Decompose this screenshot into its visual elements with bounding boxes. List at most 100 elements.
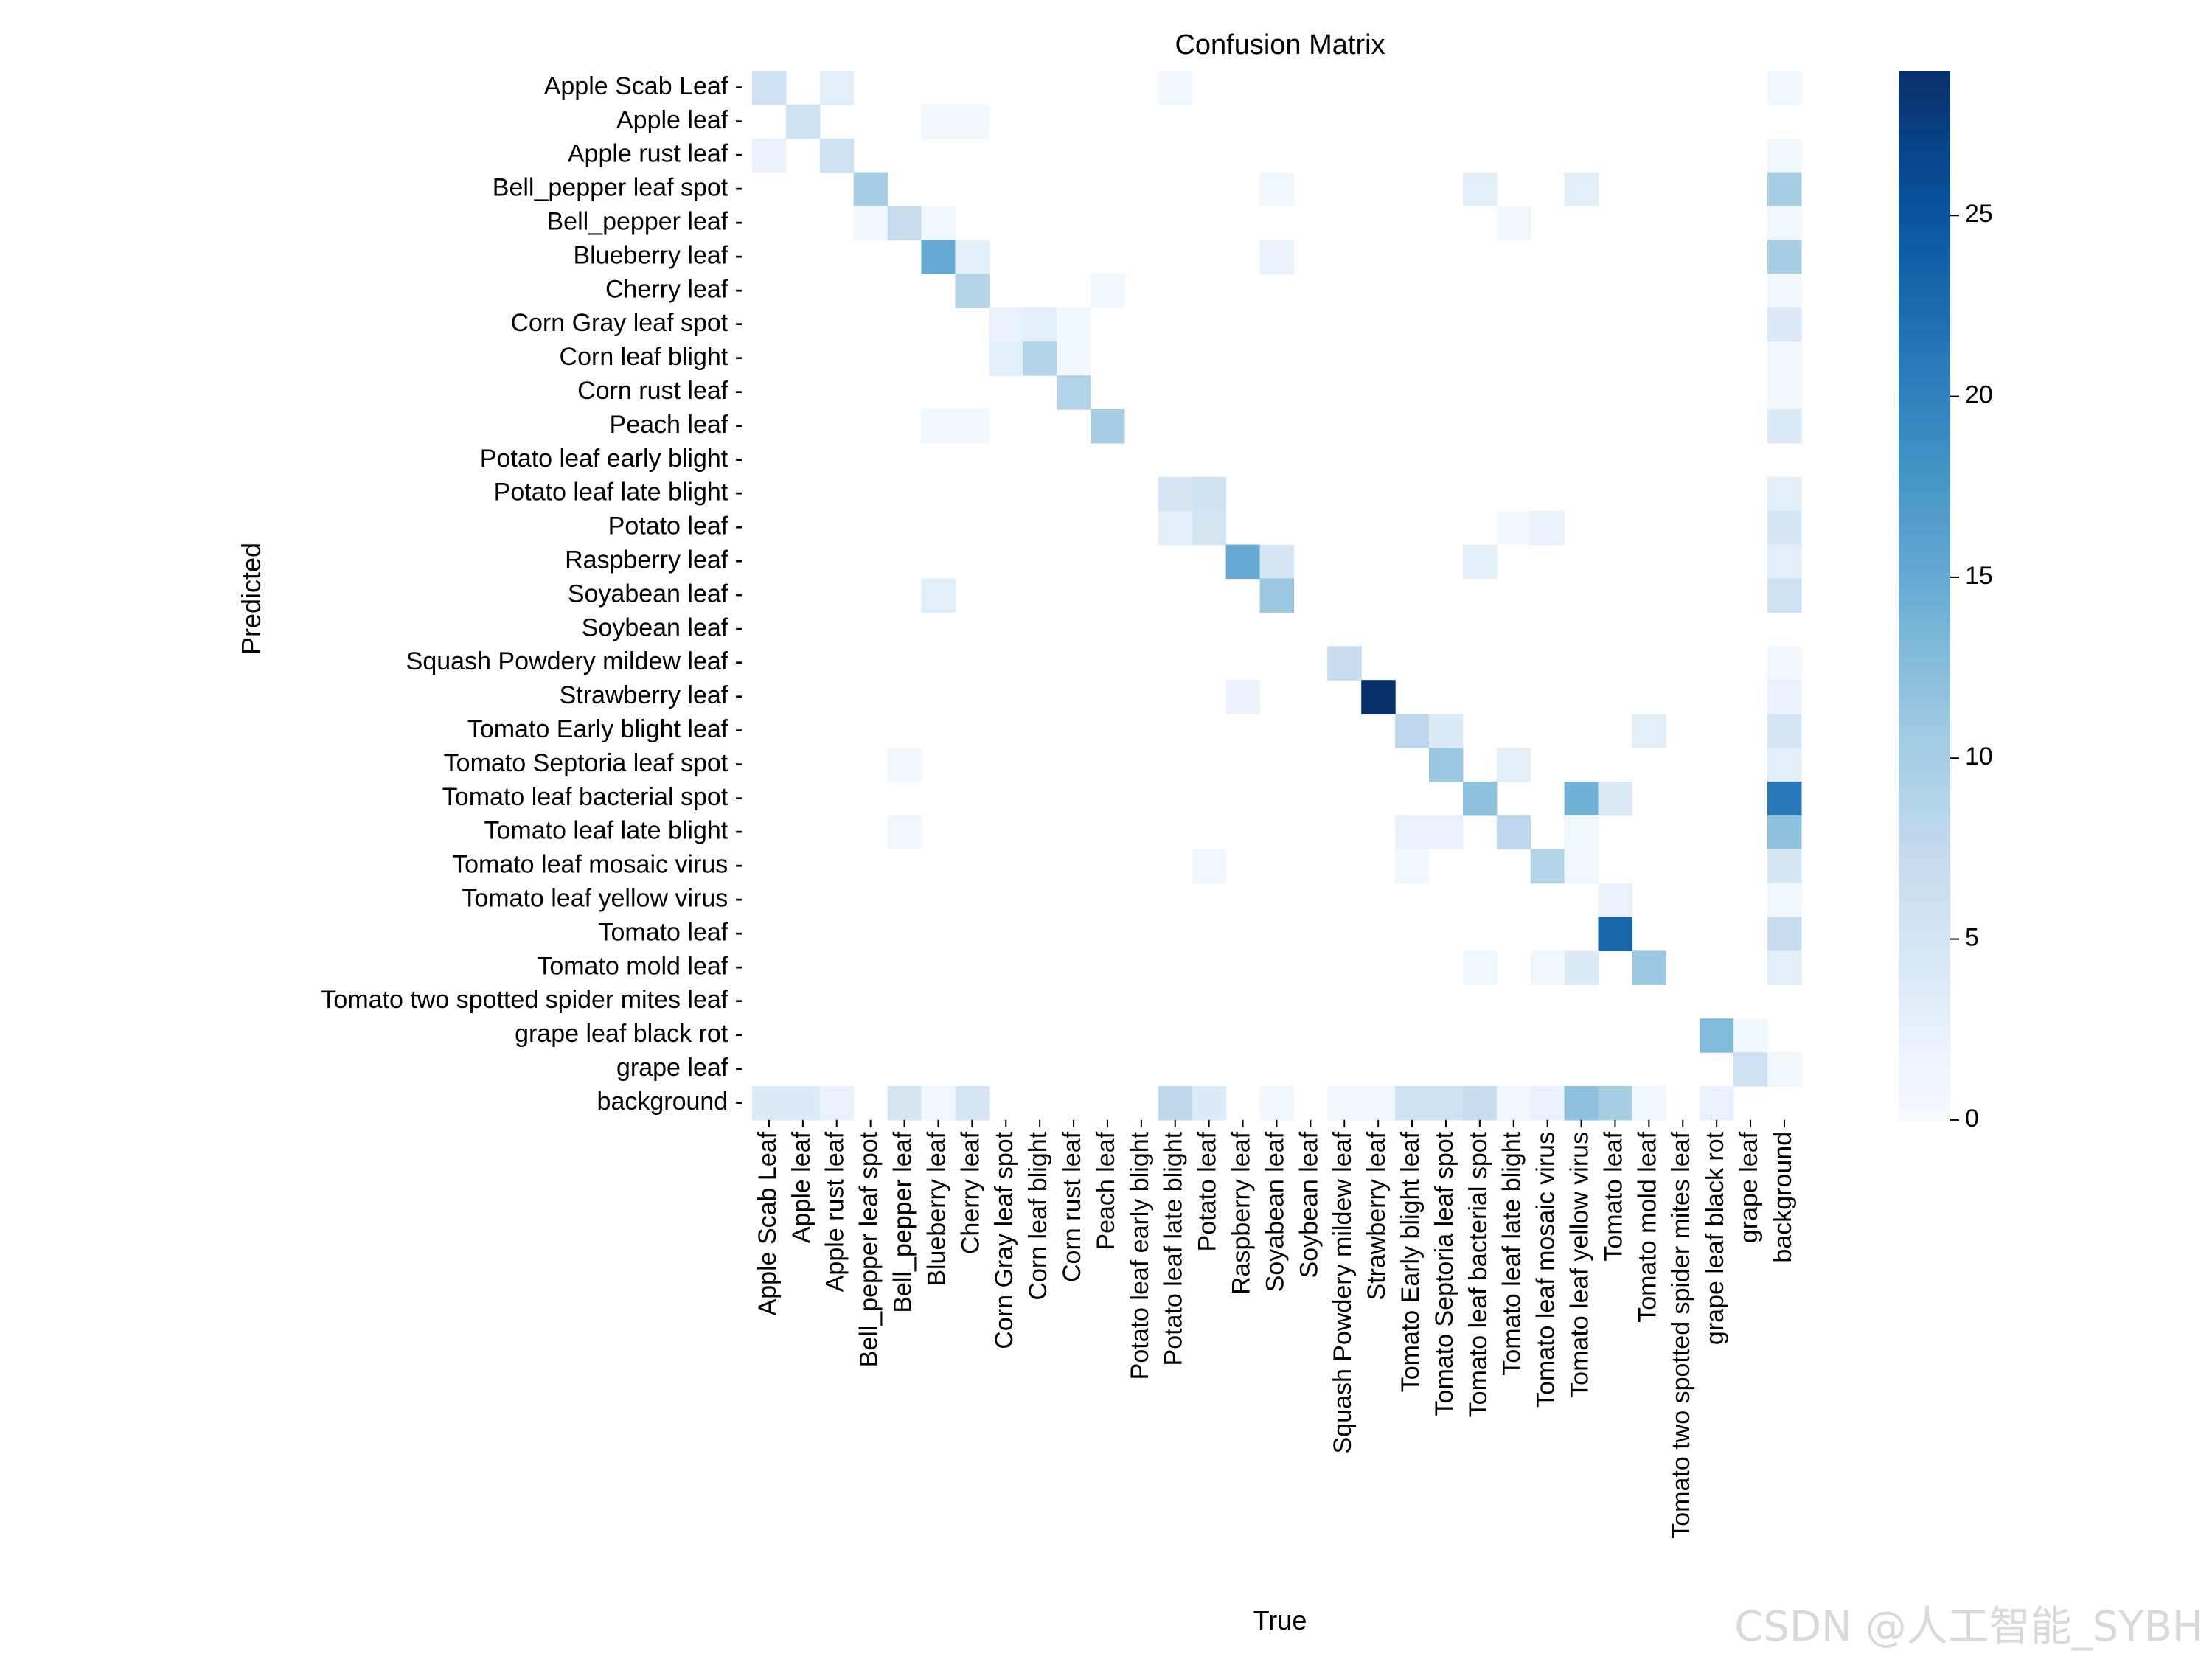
colorbar-segment <box>1899 866 1950 876</box>
chart-title: Confusion Matrix <box>1175 29 1385 60</box>
heatmap-cell <box>1429 815 1464 850</box>
heatmap-cell <box>1496 815 1531 850</box>
y-tick-label: Bell_pepper leaf spot - <box>493 174 743 202</box>
heatmap-cell <box>1564 815 1599 850</box>
x-tick-label: Corn rust leaf <box>1058 1131 1086 1282</box>
x-tick-label: Blueberry leaf <box>922 1131 950 1286</box>
y-tick-label: Tomato Early blight leaf - <box>467 715 743 743</box>
heatmap-cell <box>1395 714 1430 748</box>
heatmap-cell <box>1158 71 1193 105</box>
colorbar-segment <box>1899 298 1950 307</box>
y-tick-label: Apple leaf - <box>616 106 743 134</box>
heatmap-cell <box>1700 1018 1734 1053</box>
heatmap-cell <box>1733 1052 1768 1087</box>
heatmap-cell <box>1767 815 1802 850</box>
heatmap-cell <box>887 1086 922 1121</box>
colorbar-segment <box>1899 770 1950 780</box>
x-tick-label: grape leaf black rot <box>1701 1131 1729 1345</box>
x-tick-label: Apple Scab Leaf <box>754 1131 782 1315</box>
heatmap-cell <box>1496 206 1531 241</box>
y-tick-label: grape leaf black rot - <box>515 1020 743 1048</box>
colorbar-segment <box>1899 246 1950 255</box>
heatmap-cell <box>1158 476 1193 512</box>
heatmap-cell <box>752 71 787 105</box>
colorbar-segment <box>1899 953 1950 964</box>
colorbar-segment <box>1899 1023 1950 1034</box>
heatmap-cell <box>1767 646 1802 681</box>
colorbar-segment <box>1899 796 1950 806</box>
colorbar-segment <box>1899 552 1950 561</box>
colorbar-segment <box>1899 683 1950 692</box>
colorbar-segment <box>1899 411 1950 422</box>
y-tick-label: Peach leaf - <box>610 411 743 439</box>
colorbar-segment <box>1899 735 1950 745</box>
heatmap-cell <box>752 138 787 173</box>
heatmap-cell <box>1091 274 1125 308</box>
colorbar-segment <box>1899 726 1950 736</box>
y-tick-label: Corn rust leaf - <box>577 377 743 405</box>
colorbar-segment <box>1899 1058 1950 1068</box>
colorbar-segment <box>1899 936 1950 946</box>
heatmap-cell <box>1225 680 1261 714</box>
heatmap-cell <box>1767 71 1802 105</box>
colorbar-segment <box>1899 691 1950 701</box>
heatmap-cells <box>752 71 1802 1121</box>
x-tick-label: Tomato two spotted spider mites leaf <box>1667 1131 1695 1538</box>
x-tick-label: Tomato leaf mosaic virus <box>1532 1132 1560 1408</box>
y-tick-label: Tomato mold leaf - <box>537 952 743 980</box>
heatmap-cell <box>921 409 956 444</box>
colorbar-segment <box>1899 210 1950 220</box>
colorbar-segment <box>1899 883 1950 894</box>
heatmap-cell <box>1462 544 1498 580</box>
colorbar-segment <box>1899 840 1950 850</box>
x-tick-label: Soybean leaf <box>1295 1131 1323 1278</box>
heatmap-cell <box>955 240 990 274</box>
heatmap-cell <box>785 104 821 139</box>
y-tick-label: Blueberry leaf - <box>573 241 743 269</box>
heatmap-cell <box>1767 714 1802 748</box>
heatmap-cell <box>887 748 922 782</box>
heatmap-cell <box>1767 138 1802 173</box>
colorbar-segment <box>1899 604 1950 613</box>
x-tick-label: Tomato leaf late blight <box>1498 1131 1526 1375</box>
colorbar-segment <box>1899 184 1950 194</box>
heatmap-cell <box>989 341 1023 376</box>
y-tick-label: Potato leaf late blight - <box>494 479 743 507</box>
colorbar-segment <box>1899 71 1950 80</box>
heatmap-cell <box>1158 510 1193 546</box>
colorbar-segment <box>1899 1041 1950 1051</box>
y-tick-label: Squash Powdery mildew leaf - <box>406 647 743 675</box>
colorbar-segment <box>1899 446 1950 456</box>
y-tick-label: Strawberry leaf - <box>560 681 743 709</box>
heatmap-cell <box>1564 849 1599 884</box>
heatmap-cell <box>1767 409 1802 444</box>
colorbar-segment <box>1899 507 1950 518</box>
heatmap-cell <box>1767 1052 1802 1087</box>
heatmap-cell <box>1259 1086 1294 1121</box>
heatmap-cell <box>1530 1086 1565 1121</box>
x-tick-label: Soyabean leaf <box>1261 1131 1289 1292</box>
colorbar-segment <box>1899 420 1950 430</box>
y-tick-label: Corn Gray leaf spot - <box>510 309 743 337</box>
colorbar-segment <box>1899 752 1950 762</box>
heatmap-cell <box>921 104 956 139</box>
heatmap-cell <box>1462 950 1498 985</box>
heatmap-cell <box>1632 714 1666 748</box>
y-tick-labels: Apple Scab Leaf - Apple leaf - Apple rust … <box>321 72 743 1116</box>
x-tick-label: Tomato mold leaf <box>1633 1131 1661 1322</box>
colorbar-segment <box>1899 324 1950 334</box>
heatmap-cell <box>819 138 855 173</box>
heatmap-cell <box>1598 1086 1632 1121</box>
heatmap-cell <box>853 172 888 207</box>
colorbar-segment <box>1899 813 1950 824</box>
heatmap-cell <box>1632 950 1666 985</box>
colorbar-segment <box>1899 429 1950 439</box>
colorbar-segment <box>1899 1050 1950 1060</box>
x-tick-label: Bell_pepper leaf <box>889 1131 917 1312</box>
colorbar-segment <box>1899 359 1950 369</box>
heatmap-cell <box>1767 172 1802 207</box>
y-tick-label: background - <box>597 1088 743 1116</box>
colorbar-segment <box>1899 568 1950 579</box>
heatmap-cell <box>1767 307 1802 342</box>
y-tick-label: Tomato leaf bacterial spot - <box>442 783 743 811</box>
